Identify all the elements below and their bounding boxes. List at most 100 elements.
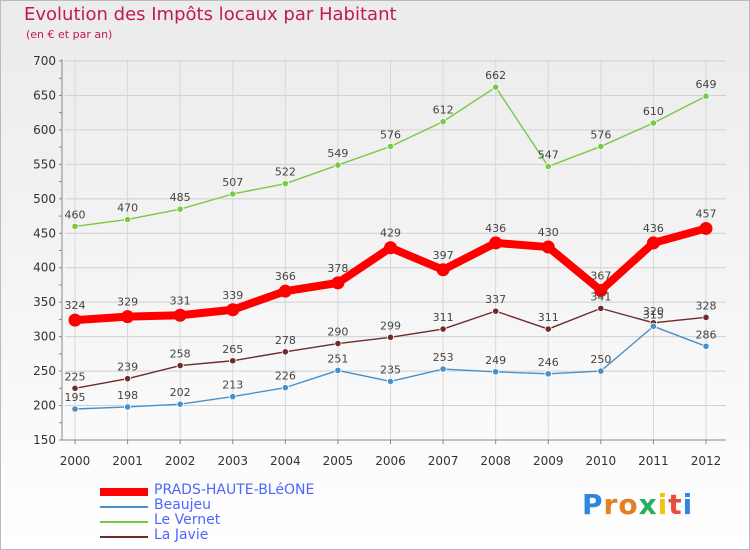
x-tick-label-2010: 2010: [586, 454, 617, 468]
data-point-la-javie-2008: [492, 307, 500, 315]
y-tick-label-500: 500: [33, 192, 56, 206]
y-tick-label-600: 600: [33, 123, 56, 137]
data-label-la-javie-2003: 265: [222, 343, 243, 356]
data-point-le-vernet-2005: [334, 161, 342, 169]
line-chart: 150 200 250 300 350 400 450 500 550 600 650 700 200…: [33, 54, 726, 468]
data-label-prads-haute-bl-one-2002: 331: [170, 294, 191, 307]
data-label-prads-haute-bl-one-2006: 429: [380, 227, 401, 240]
legend-label-la-javie: La Javie: [154, 527, 209, 543]
x-tick-label-2000: 2000: [60, 454, 91, 468]
data-label-la-javie-2000: 225: [65, 370, 86, 383]
data-label-prads-haute-bl-one-2010: 367: [590, 269, 611, 282]
data-point-la-javie-2002: [176, 361, 184, 370]
data-label-le-vernet-2002: 485: [170, 191, 191, 204]
data-label-le-vernet-2012: 649: [696, 78, 717, 91]
data-label-beaujeu-2009: 246: [538, 356, 559, 369]
data-label-beaujeu-2005: 251: [327, 352, 348, 365]
data-label-prads-haute-bl-one-2011: 436: [643, 222, 664, 235]
data-point-la-javie-2009: [544, 325, 552, 333]
x-tick-label-2003: 2003: [217, 454, 248, 468]
series-layer: [68, 83, 713, 413]
data-label-le-vernet-2001: 470: [117, 201, 138, 214]
data-label-le-vernet-2005: 549: [327, 147, 348, 160]
y-tick-label-700: 700: [33, 54, 56, 68]
data-point-beaujeu-2002: [176, 400, 184, 408]
x-tick-label-2006: 2006: [375, 454, 406, 468]
y-tick-label-250: 250: [33, 364, 56, 378]
data-point-beaujeu-2012: [702, 342, 710, 350]
data-point-la-javie-2007: [439, 325, 447, 333]
data-label-prads-haute-bl-one-2008: 436: [485, 222, 506, 235]
y-tick-label-550: 550: [33, 157, 56, 171]
data-point-le-vernet-2007: [439, 118, 447, 126]
legend-label-le-vernet: Le Vernet: [154, 512, 221, 528]
data-point-la-javie-2001: [123, 375, 132, 383]
x-tick-label-2008: 2008: [480, 454, 511, 468]
legend-label-beaujeu: Beaujeu: [154, 497, 212, 513]
data-point-beaujeu-2004: [281, 384, 289, 392]
data-point-beaujeu-2000: [71, 405, 79, 413]
data-point-le-vernet-2012: [702, 92, 710, 100]
data-point-le-vernet-2002: [176, 205, 184, 213]
data-point-la-javie-2006: [386, 333, 395, 341]
data-label-la-javie-2001: 239: [117, 361, 138, 374]
data-label-le-vernet-2008: 662: [485, 69, 506, 82]
data-point-prads-haute-bl-one-2006: [384, 241, 397, 255]
x-tick-label-2001: 2001: [112, 454, 143, 468]
data-label-prads-haute-bl-one-2007: 397: [433, 249, 454, 262]
data-point-beaujeu-2006: [386, 377, 395, 386]
data-label-la-javie-2010: 341: [590, 290, 611, 303]
proxiti-logo-letter: x: [638, 488, 658, 521]
data-point-prads-haute-bl-one-2005: [331, 276, 345, 290]
x-tick-label-2012: 2012: [691, 454, 722, 468]
x-axis: 2000 2001 2002 2003 2004 2005 2006 2007 2008 2009…: [60, 439, 726, 468]
data-label-beaujeu-2002: 202: [170, 386, 191, 399]
y-tick-label-350: 350: [33, 295, 56, 309]
data-point-prads-haute-bl-one-2007: [436, 263, 450, 277]
proxiti-logo-letter: P: [582, 488, 604, 521]
data-label-prads-haute-bl-one-2012: 457: [696, 207, 717, 220]
x-tick-label-2009: 2009: [533, 454, 564, 468]
data-label-beaujeu-2003: 213: [222, 379, 243, 392]
data-label-la-javie-2004: 278: [275, 334, 296, 347]
data-label-le-vernet-2009: 547: [538, 148, 559, 161]
data-point-la-javie-2010: [597, 304, 605, 312]
data-label-le-vernet-2006: 576: [380, 128, 401, 141]
y-tick-label-400: 400: [33, 261, 56, 275]
proxiti-logo-letter: o: [618, 488, 639, 521]
data-point-le-vernet-2010: [597, 142, 605, 151]
data-point-prads-haute-bl-one-2002: [173, 308, 187, 322]
data-point-prads-haute-bl-one-2012: [699, 221, 713, 235]
data-label-le-vernet-2004: 522: [275, 166, 296, 179]
data-point-prads-haute-bl-one-2000: [68, 313, 82, 327]
y-tick-label-450: 450: [33, 226, 56, 240]
data-label-la-javie-2006: 299: [380, 319, 401, 332]
data-label-beaujeu-2008: 249: [485, 354, 506, 367]
data-point-la-javie-2012: [702, 313, 710, 321]
data-label-le-vernet-2003: 507: [222, 176, 243, 189]
data-point-le-vernet-2008: [492, 83, 500, 91]
x-tick-label-2007: 2007: [428, 454, 459, 468]
data-label-beaujeu-2007: 253: [433, 351, 454, 364]
data-point-prads-haute-bl-one-2003: [226, 303, 240, 317]
data-point-prads-haute-bl-one-2010: [594, 283, 608, 297]
data-label-beaujeu-2004: 226: [275, 370, 296, 383]
data-label-le-vernet-2010: 576: [590, 128, 611, 141]
legend-swatch-prads: [100, 487, 148, 496]
proxiti-logo-letter: r: [603, 488, 619, 521]
data-label-beaujeu-2001: 198: [117, 389, 138, 402]
data-label-prads-haute-bl-one-2005: 378: [327, 262, 348, 275]
data-point-la-javie-2000: [71, 384, 79, 392]
data-point-le-vernet-2009: [544, 162, 552, 171]
data-point-beaujeu-2001: [123, 403, 132, 411]
data-point-beaujeu-2009: [544, 370, 552, 378]
data-point-le-vernet-2001: [123, 215, 132, 224]
data-point-la-javie-2005: [334, 339, 342, 348]
x-tick-label-2004: 2004: [270, 454, 301, 468]
x-tick-label-2005: 2005: [323, 454, 354, 468]
y-tick-label-150: 150: [33, 433, 56, 447]
data-labels: 460 470 485 507 522 549 576 612 662 547 576 610 649 2…: [65, 69, 717, 404]
x-tick-label-2011: 2011: [638, 454, 669, 468]
data-label-le-vernet-2011: 610: [643, 105, 664, 118]
data-label-la-javie-2005: 290: [327, 326, 348, 339]
